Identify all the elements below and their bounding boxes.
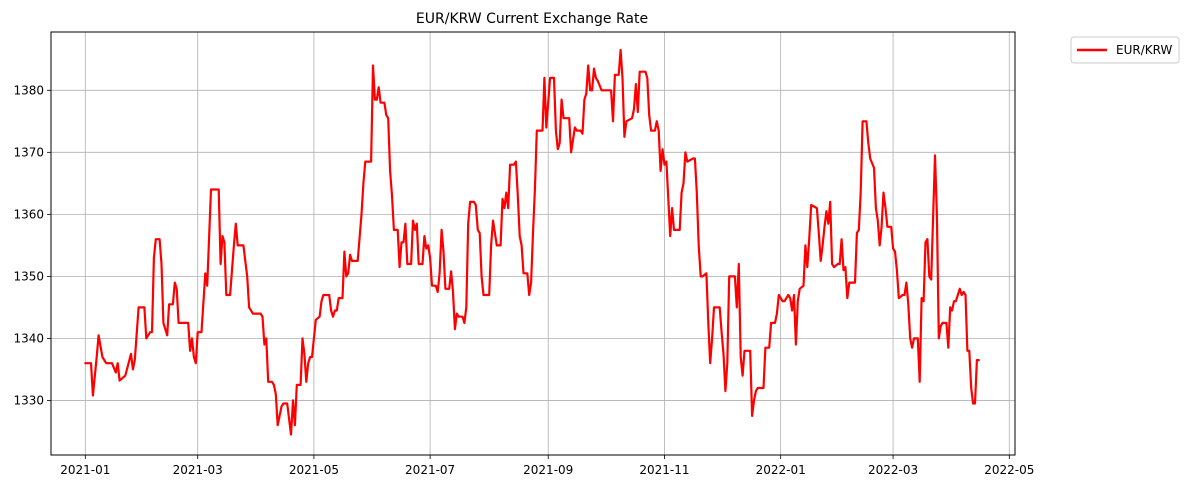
x-tick-label: 2021-11 <box>639 463 689 477</box>
x-tick-label: 2022-01 <box>756 463 806 477</box>
y-tick-label: 1380 <box>13 83 44 97</box>
legend-box <box>1070 36 1180 64</box>
x-tick-label: 2022-05 <box>984 463 1034 477</box>
x-tick-label: 2021-01 <box>60 463 110 477</box>
y-tick-label: 1340 <box>13 331 44 345</box>
y-tick-label: 1350 <box>13 269 44 283</box>
chart-title: EUR/KRW Current Exchange Rate <box>416 11 648 27</box>
y-tick-label: 1370 <box>13 145 44 159</box>
y-tick-label: 1360 <box>13 207 44 221</box>
grid <box>51 32 1015 455</box>
y-tick-label: 1330 <box>13 393 44 407</box>
x-tick-label: 2021-03 <box>173 463 223 477</box>
legend-label: EUR/KRW <box>1116 43 1172 57</box>
x-tick-label: 2021-09 <box>523 463 573 477</box>
legend: EUR/KRW <box>1070 36 1180 64</box>
plot-frame <box>50 31 1016 456</box>
y-axis: 1330 1340 1350 1360 1370 1380 <box>13 83 51 407</box>
x-tick-label: 2022-03 <box>868 463 918 477</box>
x-tick-label: 2021-07 <box>405 463 455 477</box>
series-line-0 <box>84 48 980 436</box>
plot-lines <box>84 48 980 436</box>
x-tick-label: 2021-05 <box>289 463 339 477</box>
x-axis: 2021-01 2021-03 2021-05 2021-07 2021-09 2021-… <box>60 455 1034 477</box>
